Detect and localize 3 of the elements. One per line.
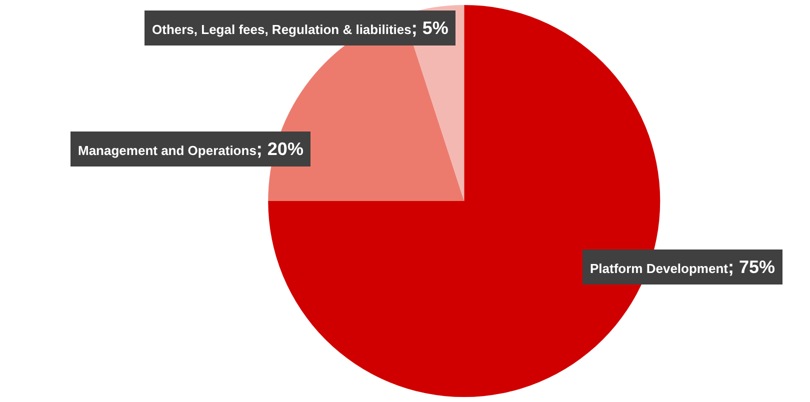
data-label: ; 75% xyxy=(728,257,776,277)
data-label: ; 20% xyxy=(256,139,304,159)
data-label: ; 5% xyxy=(411,18,448,38)
